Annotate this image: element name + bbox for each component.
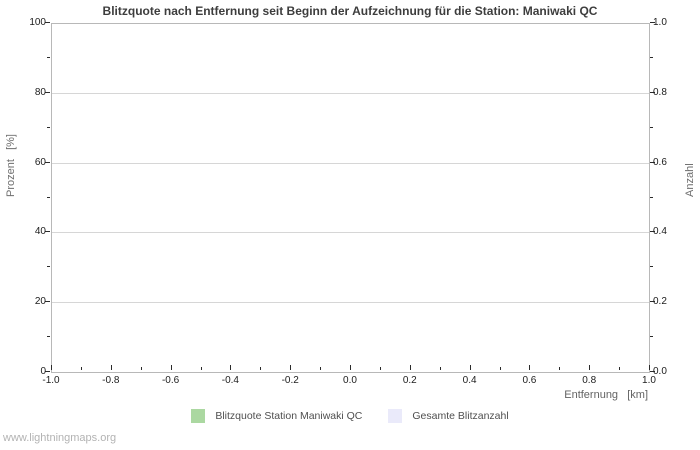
y-right-major-tick [650,22,655,23]
y-left-tick-label: 60 [34,156,46,168]
x-minor-tick [140,367,142,370]
x-major-tick [290,365,292,370]
chart-title: Blitzquote nach Entfernung seit Beginn d… [102,4,598,18]
x-major-tick [51,365,52,370]
x-major-tick [110,365,112,370]
gridline [52,92,649,94]
y-left-tick-label: 0 [40,366,46,377]
y-left-major-tick [45,301,50,303]
y-left-major-tick [45,161,50,163]
x-minor-tick [559,367,561,370]
y-right-major-tick [650,161,655,163]
x-major-tick [350,365,351,370]
legend: Blitzquote Station Maniwaki QC Gesamte Bl… [0,409,700,423]
x-tick-label: -0.6 [161,375,180,386]
x-major-tick [409,365,411,370]
x-tick-label: 0.6 [522,375,537,386]
x-major-tick [529,365,531,370]
x-major-tick [469,365,471,370]
y-left-tick-label: 20 [34,296,46,308]
legend-label: Gesamte Blitzanzahl [412,410,509,422]
x-minor-tick [619,367,621,370]
y-left-minor-tick [47,196,50,198]
y-left-minor-tick [47,266,50,268]
y-right-major-tick [650,371,655,372]
x-major-tick [170,365,172,370]
x-minor-tick [499,367,501,370]
x-tick-label: 0.2 [402,375,417,386]
y-right-tick-label: 0.4 [653,226,667,238]
y-left-major-tick [45,22,50,23]
x-tick-label: 0.4 [462,375,477,386]
x-minor-tick [379,367,381,370]
x-major-tick [230,365,232,370]
y-right-minor-tick [650,196,653,198]
gridline [52,232,649,234]
x-axis-title: Entfernung [km] [564,389,648,401]
y-right-minor-tick [650,56,653,58]
legend-item: Blitzquote Station Maniwaki QC [191,409,362,423]
y-right-tick-label: 0.2 [653,296,667,308]
x-minor-tick [260,367,262,370]
y-right-tick-label: 1.0 [653,17,667,28]
y-right-tick-label: 0.8 [653,86,667,98]
y-right-minor-tick [650,126,653,128]
x-tick-label: -0.4 [221,375,239,386]
y-left-minor-tick [47,126,50,128]
x-major-tick [649,365,650,370]
y-left-major-tick [45,231,50,233]
legend-label: Blitzquote Station Maniwaki QC [215,410,363,422]
y-left-minor-tick [47,336,50,338]
x-minor-tick [439,367,441,370]
y-left-tick-label: 100 [29,17,46,28]
x-minor-tick [320,367,322,370]
y-right-major-tick [650,231,655,233]
y-right-tick-label: 0.0 [653,366,667,377]
legend-swatch-green [191,409,206,423]
x-tick-label: 0.8 [582,375,597,386]
y-left-major-tick [45,371,50,372]
y-right-minor-tick [650,336,653,338]
gridline [52,302,649,304]
x-minor-tick [200,367,202,370]
x-tick-label: 1.0 [642,375,656,386]
y-right-tick-label: 0.6 [653,156,667,168]
plot-area [51,23,650,373]
x-tick-label: 0.0 [343,375,357,386]
legend-swatch-lavender [388,409,403,423]
y-right-major-tick [650,301,655,303]
y-left-tick-label: 80 [34,86,46,98]
y-left-tick-label: 40 [34,226,46,238]
x-tick-label: -1.0 [42,375,60,386]
x-major-tick [589,365,591,370]
x-tick-label: -0.8 [102,375,120,386]
x-tick-label: -0.2 [281,375,299,386]
y-left-minor-tick [47,56,50,58]
x-minor-tick [80,367,82,370]
y-right-minor-tick [650,266,653,268]
watermark: www.lightningmaps.org [3,432,117,444]
gridline [52,162,649,164]
y-right-major-tick [650,91,655,93]
y-left-major-tick [45,91,50,93]
legend-item: Gesamte Blitzanzahl [388,409,509,423]
